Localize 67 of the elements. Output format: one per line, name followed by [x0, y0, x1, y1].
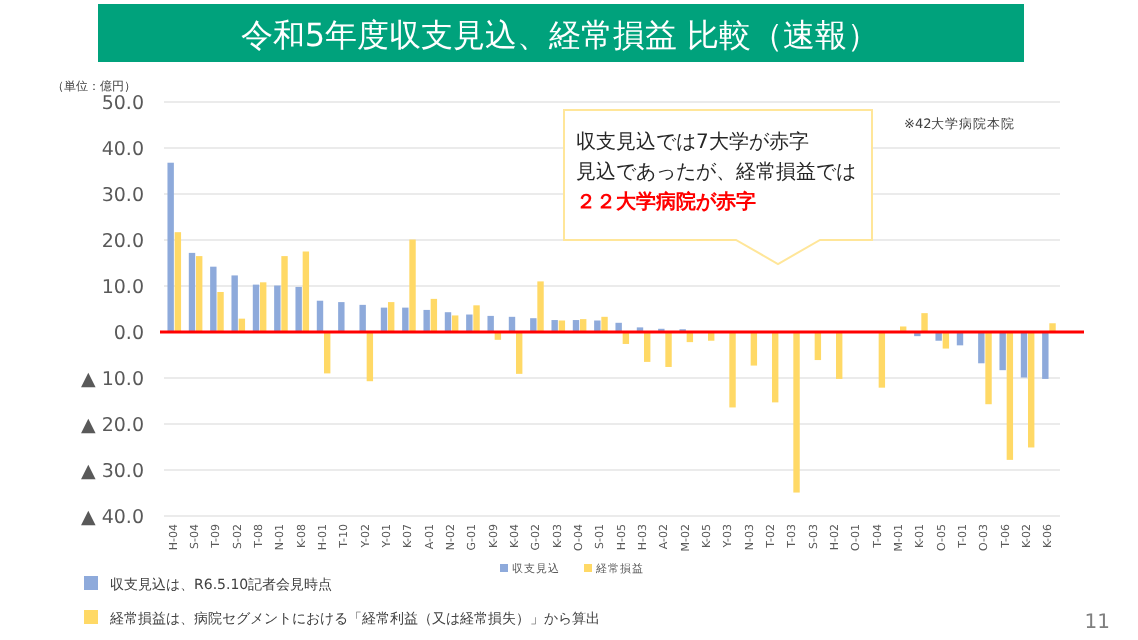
y-tick-label: 10.0	[101, 277, 144, 299]
chart-title: 令和5年度収支見込、経常損益 比較（速報）	[240, 16, 880, 54]
bar	[1020, 332, 1028, 378]
bar	[978, 332, 985, 364]
bar	[174, 232, 182, 332]
bar	[366, 332, 374, 382]
bar	[210, 266, 217, 332]
bar	[985, 332, 992, 405]
bar	[388, 302, 395, 332]
annotation: 収支見込では7大学が赤字	[576, 130, 809, 154]
bar	[409, 239, 416, 332]
bar	[729, 332, 736, 408]
bar	[644, 332, 651, 362]
bar	[878, 332, 886, 388]
bar	[188, 252, 196, 332]
bar	[338, 302, 345, 332]
bar	[836, 332, 843, 379]
bar	[487, 315, 494, 332]
y-tick-label: 20.0	[101, 231, 144, 253]
bar	[999, 332, 1006, 371]
bar	[217, 291, 224, 332]
bar	[302, 251, 310, 332]
bar	[466, 314, 473, 332]
bar	[814, 332, 822, 361]
y-tick-label: ▲ 40.0	[81, 507, 144, 529]
bar	[359, 304, 366, 332]
bar	[793, 332, 800, 493]
bar	[260, 282, 267, 332]
bar	[1042, 332, 1049, 379]
y-tick-label: 0.0	[113, 323, 144, 345]
bar	[516, 332, 523, 374]
bar	[252, 284, 260, 332]
y-tick-label: 40.0	[101, 139, 144, 161]
bar	[316, 300, 324, 332]
y-tick-label: ▲ 10.0	[81, 369, 144, 391]
bar	[196, 256, 203, 332]
bar	[402, 307, 409, 332]
bar	[444, 312, 452, 332]
bar	[665, 332, 672, 367]
bar	[324, 332, 331, 374]
bar	[274, 285, 281, 332]
bar	[1006, 332, 1014, 460]
bar	[537, 281, 544, 332]
bar	[772, 332, 779, 403]
y-tick-label: ▲ 30.0	[81, 461, 144, 483]
bar	[601, 316, 608, 332]
annotation: 見込であったが、経常損益では	[576, 160, 856, 184]
bar	[1028, 332, 1035, 448]
bar	[594, 320, 601, 332]
bar	[231, 275, 238, 332]
bar	[295, 286, 302, 332]
bar	[281, 256, 288, 332]
bar	[473, 305, 480, 332]
bar	[452, 315, 459, 332]
bar	[167, 162, 174, 332]
bar	[750, 332, 758, 366]
y-tick-label: 30.0	[101, 185, 144, 207]
bar	[423, 309, 430, 332]
bar	[551, 320, 558, 332]
bar	[921, 313, 928, 332]
annotation: ２２大学病院が赤字	[576, 190, 756, 214]
bar	[942, 332, 950, 349]
y-tick-label: 50.0	[101, 93, 144, 115]
bar	[530, 318, 537, 332]
bar	[430, 298, 438, 332]
y-tick-label: ▲ 20.0	[81, 415, 144, 437]
text: 11	[1084, 612, 1110, 634]
